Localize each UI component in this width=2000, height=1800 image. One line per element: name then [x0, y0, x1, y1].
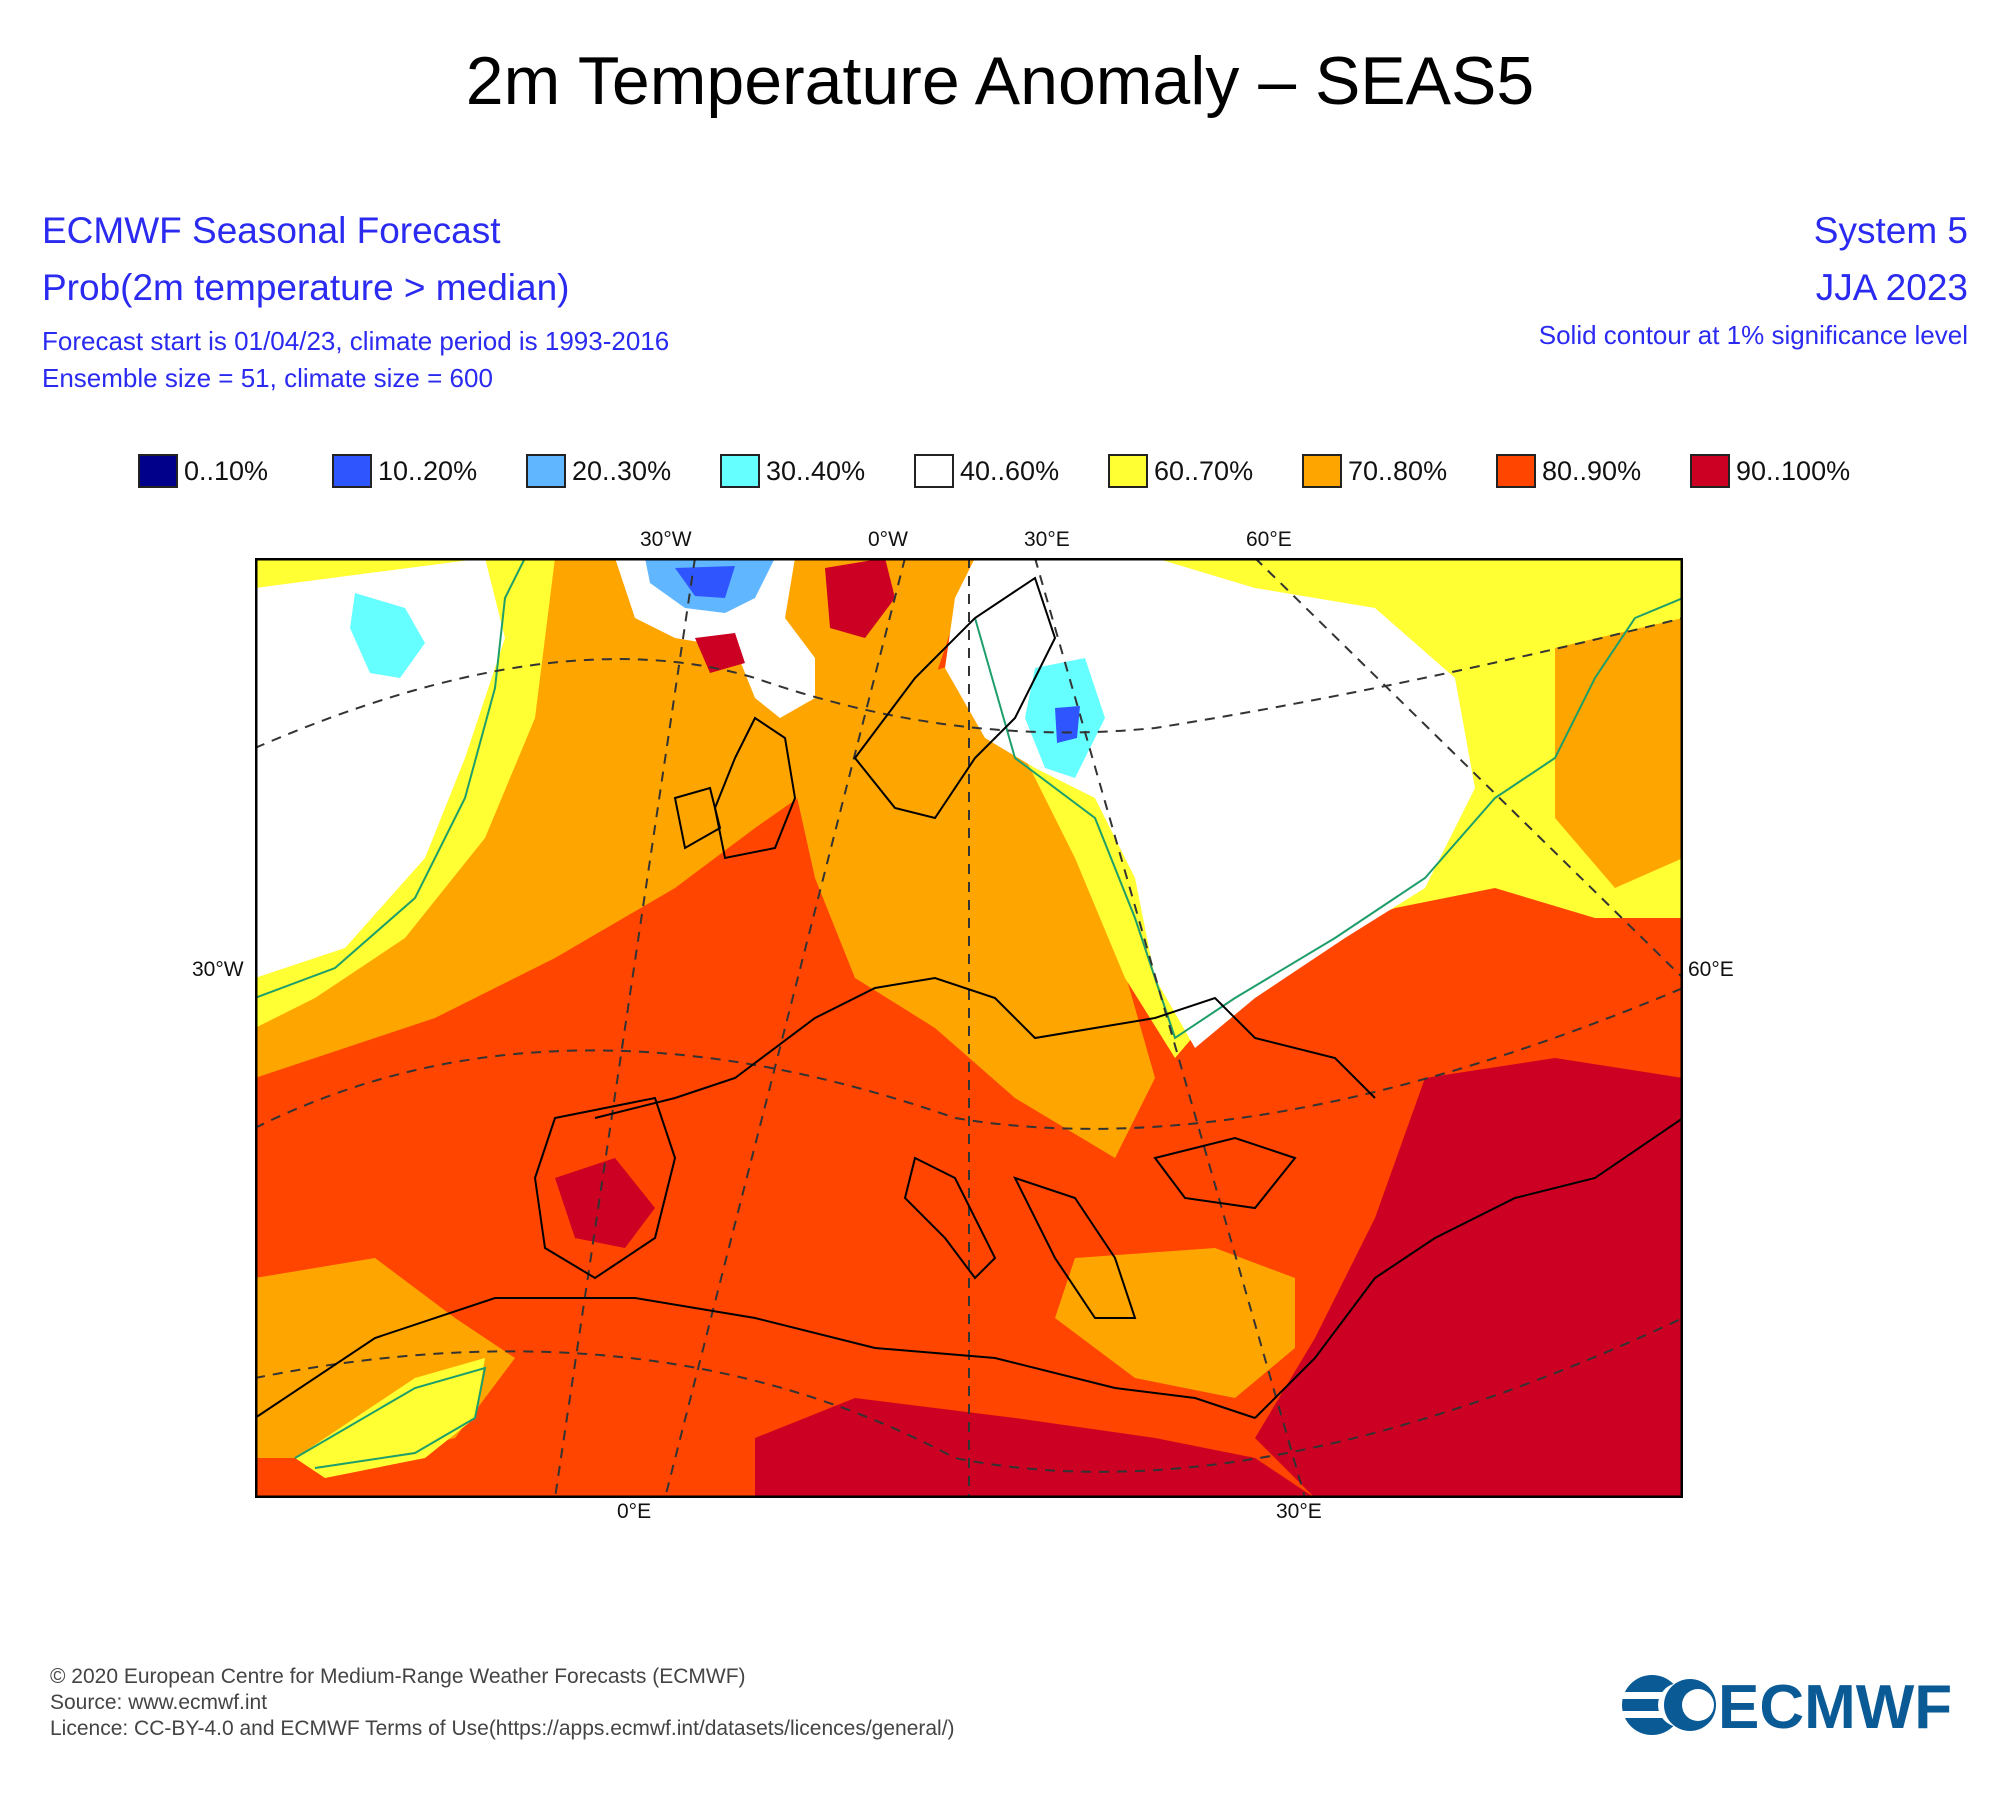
season-label: JJA 2023 — [1815, 267, 1968, 308]
map-frame — [255, 558, 1683, 1498]
field-30-40-nw-patch — [350, 593, 425, 678]
legend-item: 30..40% — [720, 452, 914, 490]
field-60-70-west-africa — [295, 1358, 485, 1478]
significance-contour-africa — [294, 1366, 487, 1469]
graticule-meridian-30e — [1034, 558, 1306, 1498]
field-90-100-iberia — [555, 1158, 655, 1248]
coastline-iberia — [533, 1096, 677, 1280]
graticule-parallel-north — [255, 617, 1683, 749]
page-title: 2m Temperature Anomaly – SEAS5 — [465, 43, 1535, 119]
coastline-scandinavia — [853, 576, 1057, 820]
legend-item: 60..70% — [1108, 452, 1302, 490]
legend-label: 70..80% — [1348, 455, 1448, 486]
coastline-black-sea — [1153, 1136, 1297, 1210]
lon-label-left: 30°W — [192, 958, 244, 981]
legend-label: 60..70% — [1154, 455, 1254, 486]
coastline-europe — [594, 976, 1376, 1119]
legend-item: 90..100% — [1690, 452, 1884, 490]
legend-swatch-1 — [332, 454, 372, 488]
probability-map — [255, 558, 1683, 1498]
legend-item: 0..10% — [138, 452, 332, 490]
legend-swatch-5 — [1108, 454, 1148, 488]
legend-label: 20..30% — [572, 455, 672, 486]
graticule-meridian-30w — [554, 558, 696, 1498]
lon-label-top: 0°W — [868, 528, 908, 551]
field-90-100-middle-east — [1255, 1058, 1683, 1498]
variable-description: Prob(2m temperature > median) — [42, 267, 570, 308]
field-90-100-north — [825, 558, 895, 638]
ecmwf-logo: ECMWF — [1622, 1673, 1952, 1740]
legend-item: 70..80% — [1302, 452, 1496, 490]
copyright-line: © 2020 European Centre for Medium-Range … — [50, 1665, 746, 1688]
field-10-20-sweden — [1055, 706, 1080, 743]
lon-label-bottom: 30°E — [1276, 1500, 1322, 1523]
system-label: System 5 — [1813, 210, 1968, 251]
copyright-footer: © 2020 European Centre for Medium-Range … — [50, 1664, 955, 1742]
legend-label: 10..20% — [378, 455, 478, 486]
lon-label-top: 30°E — [1024, 528, 1070, 551]
coastline-balkans — [1013, 1176, 1137, 1319]
lon-label-top: 60°E — [1246, 528, 1292, 551]
source-line: Source: www.ecmwf.int — [50, 1691, 268, 1714]
coastline-uk — [713, 716, 797, 860]
color-legend: 0..10% 10..20% 20..30% 30..40% 40..60% 6… — [138, 452, 1884, 490]
legend-label: 40..60% — [960, 455, 1060, 486]
coastline-africa — [255, 1297, 1256, 1419]
legend-label: 0..10% — [184, 455, 269, 486]
graticule-meridian-60e — [1254, 558, 1683, 979]
legend-item: 40..60% — [914, 452, 1108, 490]
field-90-100-iceland — [695, 633, 745, 673]
ensemble-info: Ensemble size = 51, climate size = 600 — [42, 363, 493, 393]
svg-text:ECMWF: ECMWF — [1718, 1673, 1952, 1740]
coastline-middle-east — [1254, 1117, 1683, 1419]
field-10-20-iceland — [675, 566, 735, 598]
lon-label-top: 30°W — [640, 528, 692, 551]
lon-label-bottom: 0°E — [617, 1500, 652, 1523]
significance-contour-east — [974, 597, 1683, 1040]
significance-note: Solid contour at 1% significance level — [1538, 320, 1968, 350]
legend-swatch-3 — [720, 454, 760, 488]
product-name: ECMWF Seasonal Forecast — [42, 210, 501, 251]
legend-label: 90..100% — [1736, 455, 1851, 486]
legend-item: 10..20% — [332, 452, 526, 490]
legend-label: 80..90% — [1542, 455, 1642, 486]
legend-item: 20..30% — [526, 452, 720, 490]
legend-swatch-4 — [914, 454, 954, 488]
legend-swatch-8 — [1690, 454, 1730, 488]
coastline-italy — [903, 1156, 997, 1280]
field-70-80-far-east — [1555, 618, 1683, 888]
legend-swatch-2 — [526, 454, 566, 488]
field-70-80-mediterranean — [1055, 1248, 1295, 1398]
lon-label-right: 60°E — [1688, 958, 1734, 981]
graticule-parallel-mid — [255, 987, 1683, 1130]
significance-contour-nw — [255, 558, 526, 999]
licence-line: Licence: CC-BY-4.0 and ECMWF Terms of Us… — [50, 1717, 955, 1740]
legend-swatch-0 — [138, 454, 178, 488]
forecast-start-info: Forecast start is 01/04/23, climate peri… — [42, 326, 670, 356]
graticule-parallel-south — [255, 1317, 1683, 1473]
legend-swatch-6 — [1302, 454, 1342, 488]
coastline-ireland — [673, 786, 722, 850]
legend-label: 30..40% — [766, 455, 866, 486]
field-40-60-northwest — [255, 558, 505, 978]
legend-item: 80..90% — [1496, 452, 1690, 490]
legend-swatch-7 — [1496, 454, 1536, 488]
field-90-100-sahara — [755, 1398, 1315, 1498]
